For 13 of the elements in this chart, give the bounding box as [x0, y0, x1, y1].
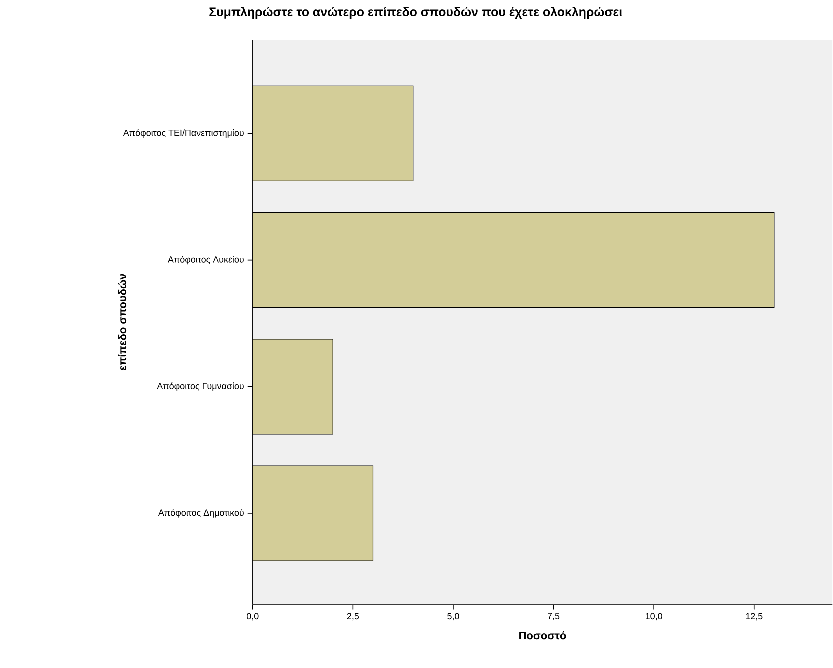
y-axis-title: επίπεδο σπουδών: [118, 274, 127, 371]
x-tick-label: 7,5: [548, 613, 560, 621]
x-tick-label: 5,0: [448, 613, 460, 621]
x-tick-label: 10,0: [646, 613, 662, 621]
y-tick-label: Απόφοιτος Γυμνασίου: [157, 382, 244, 392]
y-tick-label: Απόφοιτος Δημοτικού: [158, 509, 244, 518]
y-tick-label: Απόφοιτος ΤΕΙ/Πανεπιστημίου: [123, 130, 244, 138]
y-tick-label: Απόφοιτος Λυκείου: [168, 256, 244, 265]
x-tick-label: 2,5: [347, 613, 360, 621]
x-axis-title: Ποσοστό: [520, 632, 566, 640]
x-tick-label: 0,0: [246, 613, 259, 621]
chart-title: Συμπληρώστε το ανώτερο επίπεδο σπουδών που έχετε ολοκληρώσει: [210, 7, 622, 20]
x-tick-label: 12,5: [746, 613, 763, 621]
